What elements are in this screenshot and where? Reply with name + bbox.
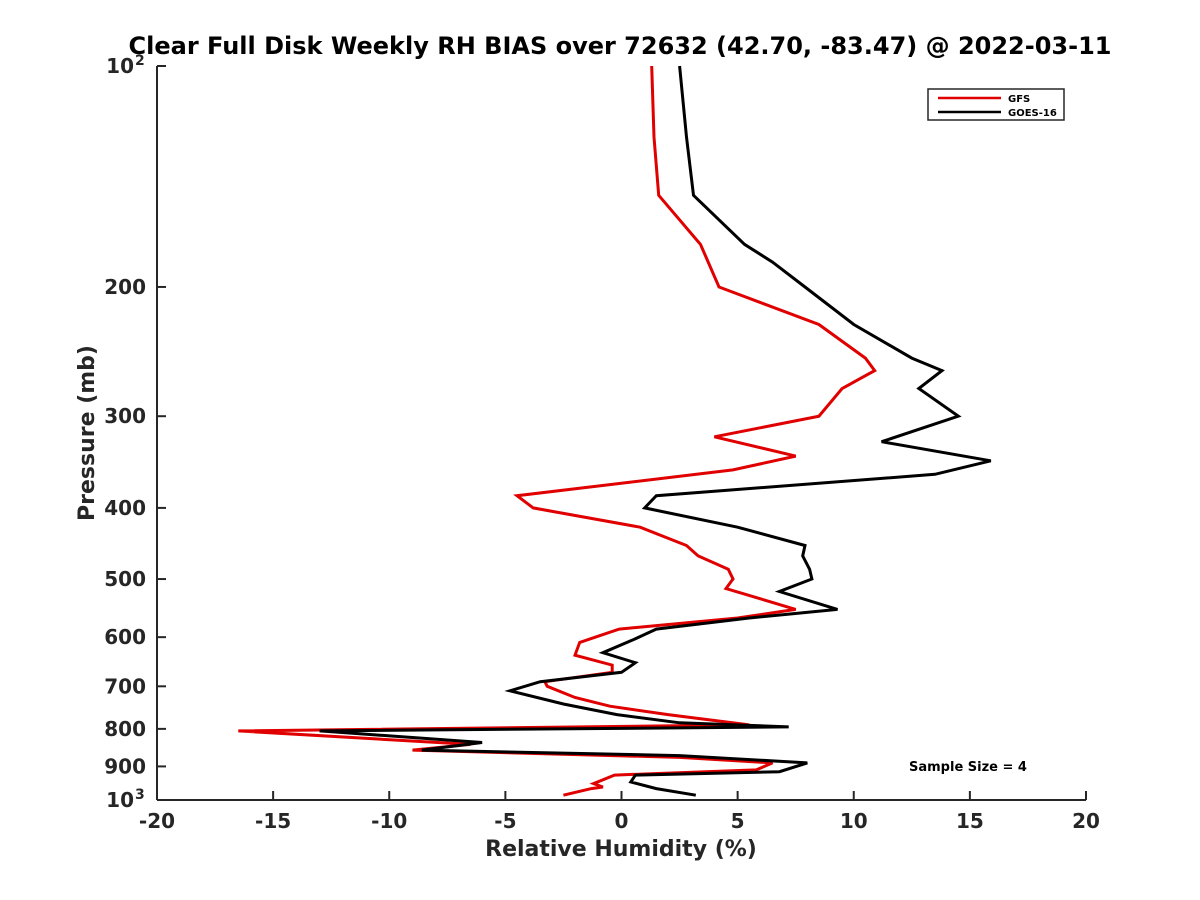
series-layer: [238, 65, 992, 797]
y-tick-label: 500: [104, 567, 146, 591]
chart-title: Clear Full Disk Weekly RH BIAS over 7263…: [129, 32, 1112, 60]
sample-size-annotation: Sample Size = 4: [909, 760, 1027, 775]
y-tick-label: 200: [104, 275, 146, 299]
y-tick-label: 400: [104, 496, 146, 520]
y-tick-label: 700: [104, 674, 146, 698]
legend: GFS GOES-16: [927, 88, 1065, 121]
legend-label: GOES-16: [1008, 108, 1057, 119]
x-axis: -20 -15 -10 -5 0 5 10 15 20: [139, 791, 1100, 833]
y-tick-label: 600: [104, 625, 146, 649]
y-tick-label: 10: [106, 788, 134, 812]
x-tick-label: -10: [371, 809, 407, 833]
y-tick-exponent: 2: [135, 53, 145, 69]
y-axis-title: Pressure (mb): [75, 345, 100, 521]
x-tick-label: 15: [956, 809, 984, 833]
series-line-goes-16: [319, 65, 992, 797]
y-tick-label: 300: [104, 404, 146, 428]
x-tick-label: -5: [494, 809, 516, 833]
x-tick-label: 0: [615, 809, 629, 833]
legend-box: [927, 88, 1065, 121]
y-tick-label: 900: [104, 754, 146, 778]
x-axis-title: Relative Humidity (%): [485, 837, 757, 862]
y-tick-label: 10: [106, 54, 134, 78]
x-tick-label: 20: [1072, 809, 1100, 833]
x-tick-label: -15: [255, 809, 291, 833]
x-tick-label: -20: [139, 809, 175, 833]
x-tick-label: 5: [731, 809, 745, 833]
legend-label: GFS: [1008, 94, 1030, 105]
x-tick-label: 10: [840, 809, 868, 833]
y-tick-exponent: 3: [135, 787, 145, 803]
y-tick-label: 800: [104, 717, 146, 741]
